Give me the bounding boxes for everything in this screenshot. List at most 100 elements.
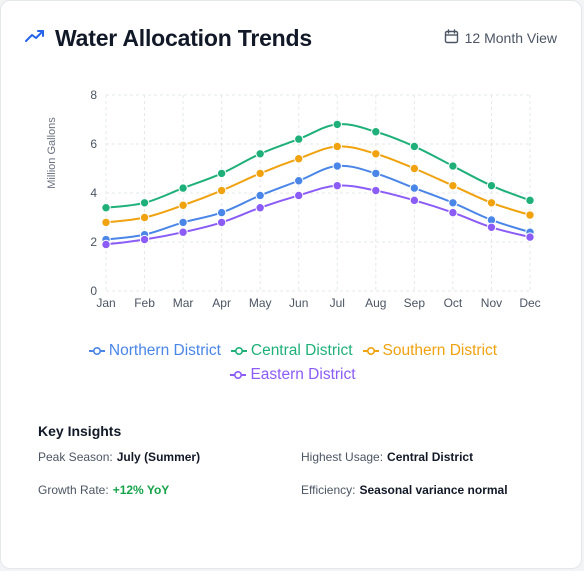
x-tick-label: Feb <box>134 296 155 310</box>
insight-efficiency: Efficiency: Seasonal variance normal <box>301 483 508 497</box>
legend-label: Southern District <box>382 342 498 359</box>
chart-legend: Northern District Central District Souther… <box>41 341 545 385</box>
data-point-northern-district[interactable] <box>294 176 304 186</box>
data-point-eastern-district[interactable] <box>371 185 381 196</box>
y-tick-label: 2 <box>90 235 97 249</box>
data-point-central-district[interactable] <box>294 134 304 144</box>
data-point-central-district[interactable] <box>486 180 497 191</box>
x-tick-label: Sep <box>404 296 426 310</box>
x-tick-label: Aug <box>365 296 386 310</box>
data-point-southern-district[interactable] <box>101 217 111 228</box>
data-point-eastern-district[interactable] <box>332 180 342 191</box>
insight-growth-rate: Growth Rate: +12% YoY <box>38 483 169 497</box>
series-line-southern-district <box>105 145 531 224</box>
legend-swatch <box>88 346 105 356</box>
peak-season-label: Peak Season: <box>38 450 113 464</box>
data-point-southern-district[interactable] <box>178 200 188 210</box>
data-point-southern-district[interactable] <box>216 185 227 196</box>
data-point-southern-district[interactable] <box>294 154 304 164</box>
y-tick-label: 6 <box>90 137 97 151</box>
data-point-central-district[interactable] <box>525 195 535 206</box>
data-point-southern-district[interactable] <box>525 210 535 220</box>
data-point-central-district[interactable] <box>448 161 458 171</box>
card-header: Water Allocation Trends 12 Month View <box>25 23 557 53</box>
data-point-northern-district[interactable] <box>178 217 188 228</box>
data-point-southern-district[interactable] <box>139 212 150 223</box>
y-tick-label: 8 <box>90 88 97 102</box>
highest-usage-value: Central District <box>387 450 474 464</box>
data-point-eastern-district[interactable] <box>178 227 188 237</box>
legend-item-eastern-district[interactable]: Eastern District <box>230 365 356 385</box>
x-tick-label: Jul <box>330 296 345 310</box>
x-tick-label: Mar <box>173 296 194 310</box>
data-point-central-district[interactable] <box>409 141 420 152</box>
data-point-southern-district[interactable] <box>448 180 458 191</box>
data-point-northern-district[interactable] <box>371 168 381 179</box>
data-point-southern-district[interactable] <box>255 168 265 179</box>
data-point-central-district[interactable] <box>101 203 111 213</box>
data-point-eastern-district[interactable] <box>409 195 420 206</box>
data-point-eastern-district[interactable] <box>486 222 497 233</box>
calendar-icon <box>444 29 459 47</box>
trending-up-icon <box>25 29 45 48</box>
data-point-eastern-district[interactable] <box>139 234 150 245</box>
legend-swatch <box>362 346 379 356</box>
data-point-eastern-district[interactable] <box>294 190 304 201</box>
data-point-eastern-district[interactable] <box>525 232 535 242</box>
data-point-northern-district[interactable] <box>255 190 265 201</box>
data-point-southern-district[interactable] <box>371 149 381 159</box>
data-point-central-district[interactable] <box>139 198 150 208</box>
data-point-central-district[interactable] <box>332 119 342 130</box>
legend-label: Central District <box>250 342 353 359</box>
data-point-eastern-district[interactable] <box>448 207 458 218</box>
data-point-central-district[interactable] <box>371 127 381 137</box>
x-tick-label: Apr <box>212 296 231 310</box>
efficiency-value: Seasonal variance normal <box>359 483 508 497</box>
chart-series <box>101 119 535 250</box>
growth-rate-label: Growth Rate: <box>38 483 109 497</box>
growth-rate-value: +12% YoY <box>112 483 170 497</box>
chart-grid <box>105 94 531 292</box>
data-point-eastern-district[interactable] <box>101 239 111 250</box>
data-point-southern-district[interactable] <box>409 163 420 174</box>
y-axis: 0 2 4 6 8 <box>90 88 97 298</box>
peak-season-value: July (Summer) <box>116 450 201 464</box>
data-point-eastern-district[interactable] <box>255 203 265 213</box>
series-line-northern-district <box>105 164 531 241</box>
legend-item-central-district[interactable]: Central District <box>230 341 353 361</box>
title-group: Water Allocation Trends <box>25 25 312 52</box>
data-point-southern-district[interactable] <box>332 141 342 152</box>
view-label: 12 Month View <box>464 30 557 46</box>
data-point-eastern-district[interactable] <box>216 217 227 228</box>
line-chart: 0 2 4 6 8 Jan Feb Mar Apr May Jun Jul Aug Sep Oct Nov D… <box>46 88 541 310</box>
data-point-central-district[interactable] <box>216 168 227 179</box>
legend-item-southern-district[interactable]: Southern District <box>362 341 498 361</box>
data-point-northern-district[interactable] <box>448 198 458 208</box>
y-tick-label: 0 <box>90 284 97 298</box>
data-point-northern-district[interactable] <box>332 161 342 171</box>
view-selector[interactable]: 12 Month View <box>444 29 557 47</box>
key-insights: Key Insights Peak Season: July (Summer) H… <box>38 423 558 497</box>
insights-title: Key Insights <box>38 423 122 439</box>
data-point-northern-district[interactable] <box>409 183 420 193</box>
efficiency-label: Efficiency: <box>301 483 356 497</box>
x-tick-label: Nov <box>481 296 502 310</box>
x-tick-label: Jun <box>289 296 308 310</box>
y-tick-label: 4 <box>90 186 97 200</box>
y-axis-label: Million Gallons <box>46 117 58 189</box>
series-line-central-district <box>105 123 531 209</box>
data-point-central-district[interactable] <box>178 183 188 193</box>
legend-swatch <box>230 346 247 356</box>
legend-swatch <box>230 370 247 380</box>
legend-label: Eastern District <box>250 366 356 383</box>
data-point-northern-district[interactable] <box>216 207 227 218</box>
data-point-central-district[interactable] <box>255 149 265 159</box>
highest-usage-label: Highest Usage: <box>301 450 384 464</box>
legend-item-northern-district[interactable]: Northern District <box>88 341 221 361</box>
x-tick-label: May <box>249 296 272 310</box>
x-tick-label: Dec <box>519 296 540 310</box>
data-point-southern-district[interactable] <box>486 198 497 208</box>
insight-highest-usage: Highest Usage: Central District <box>301 450 473 464</box>
insight-peak-season: Peak Season: July (Summer) <box>38 450 200 464</box>
x-axis: Jan Feb Mar Apr May Jun Jul Aug Sep Oct Nov Dec <box>96 296 540 310</box>
